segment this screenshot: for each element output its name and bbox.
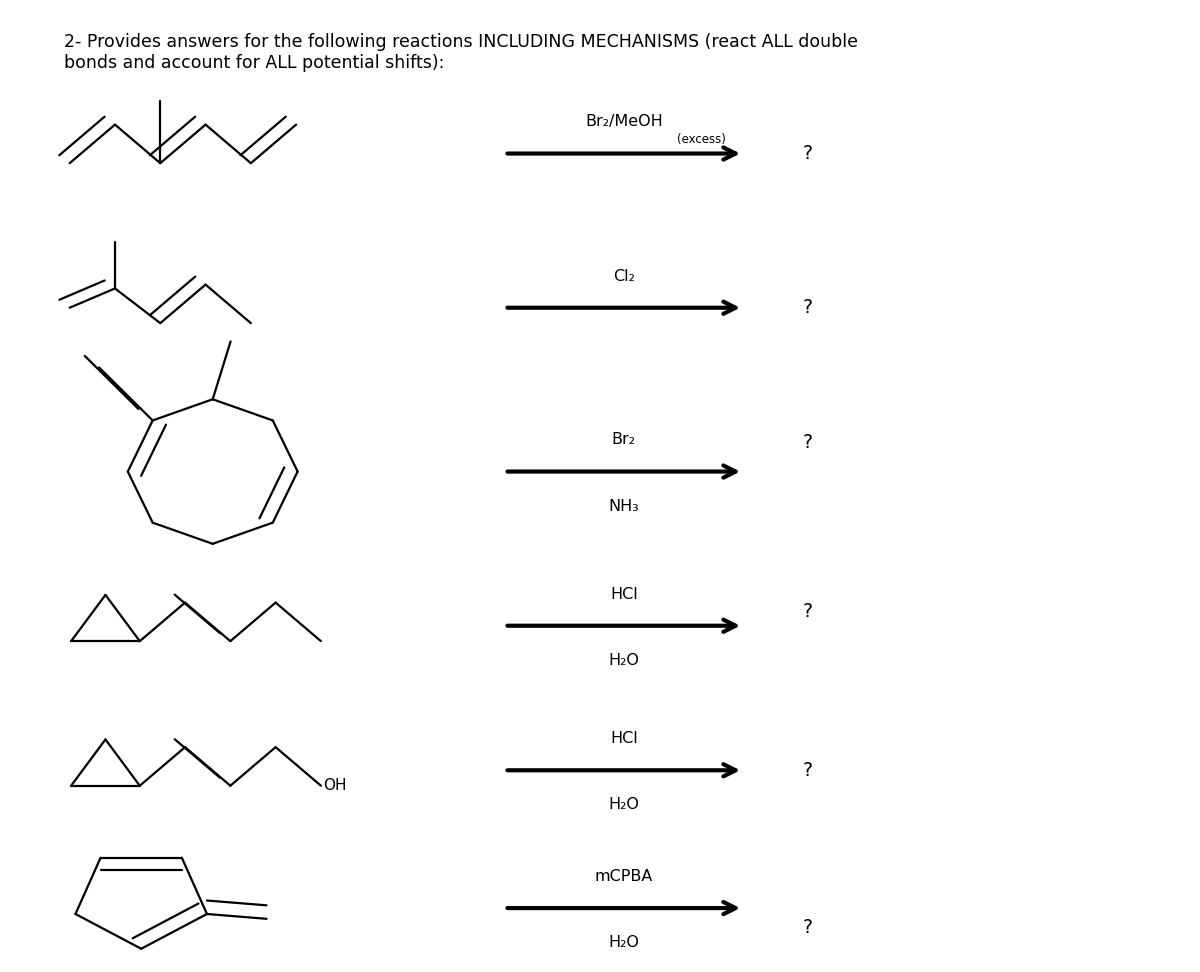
Text: ?: ? — [803, 298, 812, 317]
Text: H₂O: H₂O — [608, 935, 640, 950]
Text: HCl: HCl — [610, 731, 637, 746]
Text: ?: ? — [803, 918, 812, 937]
Text: H₂O: H₂O — [608, 653, 640, 668]
Text: HCl: HCl — [610, 587, 637, 602]
Text: (excess): (excess) — [677, 133, 726, 146]
Text: mCPBA: mCPBA — [595, 869, 653, 884]
Text: NH₃: NH₃ — [608, 499, 640, 513]
Text: Br₂: Br₂ — [612, 433, 636, 447]
Text: Br₂/MeOH: Br₂/MeOH — [584, 115, 662, 129]
Text: Cl₂: Cl₂ — [613, 268, 635, 284]
Text: ?: ? — [803, 602, 812, 621]
Text: H₂O: H₂O — [608, 797, 640, 813]
Text: OH: OH — [323, 779, 347, 793]
Text: ?: ? — [803, 761, 812, 780]
Text: ?: ? — [803, 434, 812, 452]
Text: ?: ? — [803, 144, 812, 163]
Text: 2- Provides answers for the following reactions INCLUDING MECHANISMS (react ALL : 2- Provides answers for the following re… — [64, 33, 858, 72]
